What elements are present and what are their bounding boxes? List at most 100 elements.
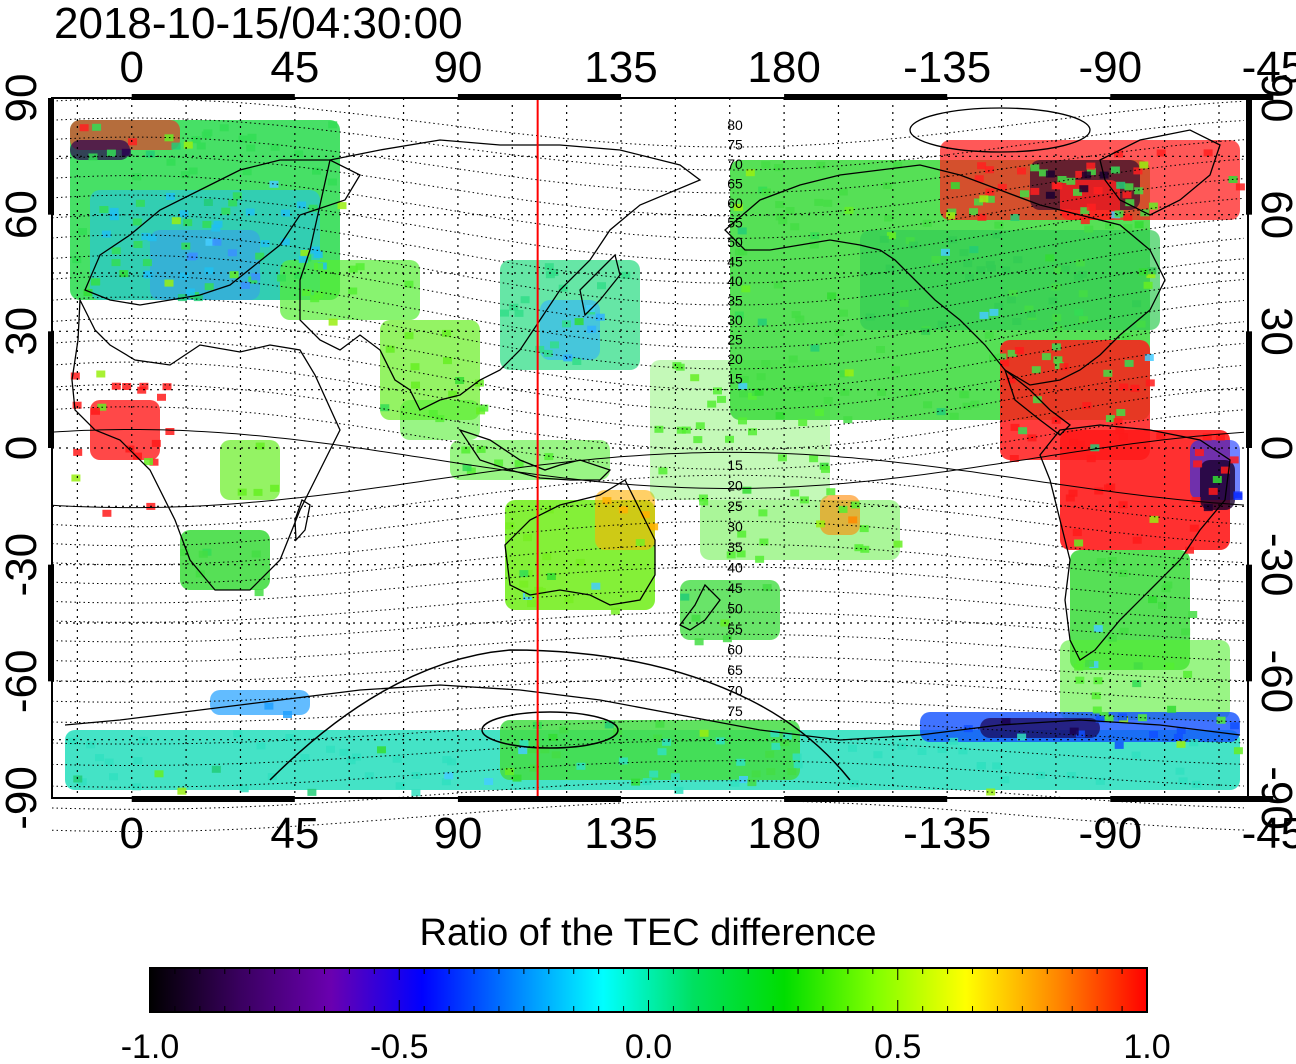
tec-data-cell bbox=[698, 494, 708, 502]
tec-data-cell bbox=[528, 746, 537, 754]
tec-data-cell bbox=[730, 779, 740, 787]
tec-data-cell bbox=[91, 407, 100, 415]
tec-data-cell bbox=[1078, 316, 1088, 324]
tec-data-cell bbox=[1163, 581, 1173, 589]
bottom-lon-tick-label: -45 bbox=[1242, 809, 1296, 858]
contour-line bbox=[51, 155, 1245, 217]
bottom-frame-bar bbox=[131, 796, 295, 802]
tec-data-cell bbox=[670, 773, 680, 781]
tec-data-region bbox=[820, 495, 860, 535]
tec-data-cell bbox=[814, 409, 824, 416]
tec-data-cell bbox=[1010, 214, 1020, 221]
tec-data-cell bbox=[1107, 634, 1117, 642]
tec-data-cell bbox=[761, 360, 771, 367]
tec-data-cell bbox=[1148, 202, 1158, 210]
right-lat-tick-label: -90 bbox=[1252, 766, 1296, 830]
tec-data-cell bbox=[219, 124, 229, 132]
tec-data-cell bbox=[109, 207, 119, 215]
tec-data-cell bbox=[1114, 210, 1124, 218]
tec-data-cell bbox=[958, 747, 968, 755]
tec-data-cell bbox=[1075, 170, 1085, 178]
tec-data-cell bbox=[848, 516, 858, 524]
tec-data-cell bbox=[717, 395, 726, 403]
tec-data-cell bbox=[1045, 254, 1055, 262]
contour-line bbox=[51, 633, 1245, 663]
tec-data-cell bbox=[814, 198, 824, 206]
tec-data-cell bbox=[1086, 455, 1096, 463]
tec-data-cell bbox=[314, 263, 324, 271]
tec-data-cell bbox=[128, 138, 137, 146]
tec-data-cell bbox=[756, 373, 766, 381]
tec-data-cell bbox=[949, 412, 959, 420]
tec-data-region bbox=[595, 490, 655, 550]
tec-data-cell bbox=[984, 331, 994, 339]
tec-data-cell bbox=[238, 135, 248, 143]
tec-data-cell bbox=[770, 730, 780, 738]
tec-data-cell bbox=[1208, 487, 1218, 495]
tec-data-cell bbox=[314, 291, 323, 299]
tec-data-cell bbox=[1143, 281, 1153, 289]
tec-data-cell bbox=[713, 387, 722, 395]
contour-line bbox=[51, 698, 1245, 724]
tec-data-cell bbox=[747, 392, 757, 400]
tec-data-cell bbox=[191, 136, 201, 144]
tec-data-cell bbox=[297, 201, 306, 209]
tec-data-cell bbox=[204, 283, 214, 291]
tec-data-cell bbox=[1105, 222, 1115, 230]
tec-data-cell bbox=[548, 733, 558, 741]
tec-data-cell bbox=[198, 550, 208, 558]
tec-data-cell bbox=[587, 325, 597, 333]
tec-data-cell bbox=[1074, 539, 1084, 547]
tec-data-cell bbox=[821, 465, 830, 473]
tec-data-cell bbox=[755, 555, 765, 563]
tec-data-cell bbox=[1039, 169, 1048, 177]
contour-label: 55 bbox=[727, 621, 743, 637]
tec-data-cell bbox=[442, 756, 452, 764]
contour-label: 30 bbox=[727, 519, 743, 535]
tec-data-cell bbox=[834, 329, 844, 336]
tec-data-cell bbox=[139, 382, 149, 390]
tec-data-cell bbox=[1086, 162, 1096, 170]
tec-data-cell bbox=[1123, 224, 1133, 232]
tec-data-cell bbox=[1106, 483, 1116, 491]
tec-data-cell bbox=[736, 758, 746, 766]
tec-data-cell bbox=[741, 285, 751, 293]
tec-data-cell bbox=[657, 748, 667, 756]
tec-data-cell bbox=[1149, 731, 1158, 738]
tec-data-cell bbox=[985, 195, 995, 203]
tec-data-cell bbox=[1229, 456, 1239, 464]
tec-data-cell bbox=[737, 227, 747, 235]
tec-data-cell bbox=[773, 281, 783, 289]
contour-line bbox=[51, 520, 1245, 566]
tec-data-cell bbox=[745, 169, 755, 177]
tec-data-cell bbox=[255, 442, 265, 450]
tec-data-cell bbox=[494, 459, 504, 467]
tec-data-cell bbox=[1076, 440, 1085, 448]
tec-data-cell bbox=[876, 346, 885, 353]
tec-data-cell bbox=[164, 279, 174, 287]
tec-data-cell bbox=[775, 412, 785, 420]
tec-data-cell bbox=[294, 150, 304, 158]
tec-data-cell bbox=[270, 143, 280, 151]
tec-data-cell bbox=[761, 161, 771, 169]
tec-data-cell bbox=[154, 770, 164, 778]
tec-data-cell bbox=[674, 786, 684, 794]
tec-data-cell bbox=[1156, 149, 1166, 157]
tec-data-cell bbox=[504, 768, 514, 776]
tec-data-cell bbox=[1061, 209, 1071, 217]
tec-data-cell bbox=[885, 264, 895, 272]
tec-data-cell bbox=[917, 748, 927, 755]
tec-data-cell bbox=[204, 267, 214, 275]
tec-data-cell bbox=[799, 496, 809, 504]
top-lon-tick-label: 135 bbox=[584, 43, 657, 92]
tec-data-cell bbox=[883, 182, 893, 189]
contour-line bbox=[51, 780, 1245, 810]
top-lon-tick-label: -135 bbox=[903, 43, 991, 92]
tec-data-cell bbox=[1124, 183, 1134, 191]
tec-data-cell bbox=[92, 123, 102, 131]
tec-data-cell bbox=[792, 753, 802, 761]
top-frame-bar bbox=[1110, 94, 1274, 100]
tec-data-cell bbox=[1072, 529, 1082, 537]
left-lat-tick-label: 90 bbox=[0, 74, 46, 123]
tec-data-cell bbox=[444, 772, 454, 780]
